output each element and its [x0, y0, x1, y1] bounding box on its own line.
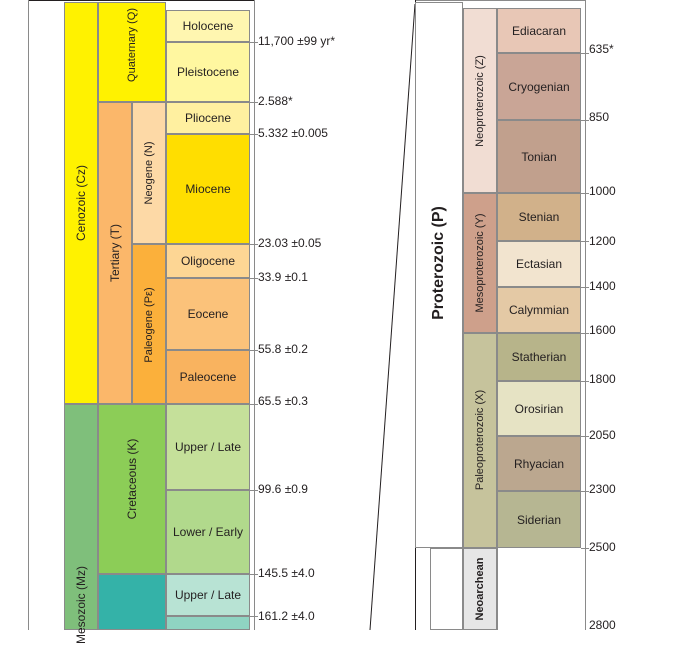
age-tick	[250, 574, 258, 575]
age-label: 1600	[589, 323, 616, 337]
era-mesoproterozoic	[463, 193, 497, 333]
subperiod-paleogene	[132, 244, 166, 404]
age-label: 99.6 ±0.9	[258, 482, 308, 496]
proterozoic-label: Proterozoic (P)	[430, 206, 447, 320]
epoch-paleocene: Paleocene	[166, 350, 250, 404]
age-tick	[250, 350, 258, 351]
period-tonian: Tonian	[497, 120, 581, 193]
age-label: 1000	[589, 184, 616, 198]
age-label: 635*	[589, 42, 614, 56]
age-tick	[581, 241, 589, 242]
epoch-eocene: Eocene	[166, 278, 250, 350]
left-border	[28, 0, 29, 630]
age-label: 2.588*	[258, 94, 293, 108]
period-tertiary	[98, 102, 132, 404]
period-ediacaran: Ediacaran	[497, 8, 581, 53]
left-header-line	[28, 0, 255, 1]
age-label: 2500	[589, 540, 616, 554]
age-label: 2800	[589, 618, 616, 632]
age-label: 23.03 ±0.05	[258, 236, 322, 250]
epoch-pleistocene: Pleistocene	[166, 42, 250, 102]
epoch-lower-early: Lower / Early	[166, 490, 250, 574]
era-mesozoic	[64, 404, 98, 630]
mesoproterozoic-label: Mesoproterozoic (Y)	[474, 213, 486, 313]
age-label: 161.2 ±4.0	[258, 609, 315, 623]
period-quaternary	[98, 2, 166, 102]
eon-archean	[430, 548, 463, 630]
eon-proterozoic	[415, 2, 463, 548]
age-tick	[250, 616, 258, 617]
epoch-oligocene: Oligocene	[166, 244, 250, 278]
period-stenian: Stenian	[497, 193, 581, 241]
age-tick	[581, 333, 589, 334]
age-label: 1200	[589, 234, 616, 248]
period-orosirian: Orosirian	[497, 381, 581, 436]
age-label: 145.5 ±4.0	[258, 566, 315, 580]
epoch-pliocene: Pliocene	[166, 102, 250, 134]
paleoproterozoic-label: Paleoproterozoic (X)	[474, 389, 486, 491]
age-label: 11,700 ±99 yr*	[258, 34, 336, 48]
subperiod-neogene	[132, 102, 166, 244]
age-label: 1400	[589, 279, 616, 293]
neoarchean-label: Neoarchean	[474, 557, 486, 621]
age-label: 1800	[589, 372, 616, 386]
epoch-holocene: Holocene	[166, 10, 250, 42]
age-tick	[581, 120, 589, 121]
age-label: 55.8 ±0.2	[258, 342, 308, 356]
era-cenozoic	[64, 2, 98, 404]
epoch-upper-late: Upper / Late	[166, 404, 250, 490]
age-tick	[581, 548, 589, 549]
right-header-line	[415, 0, 585, 1]
age-label: 850	[589, 110, 610, 124]
age-label: 5.332 ±0.005	[258, 126, 328, 140]
age-tick	[250, 42, 258, 43]
connector-line	[369, 3, 416, 630]
age-tick	[581, 436, 589, 437]
age-tick	[581, 193, 589, 194]
age-tick	[250, 134, 258, 135]
age-tick	[581, 287, 589, 288]
era-paleoproterozoic	[463, 333, 497, 548]
period-rhyacian: Rhyacian	[497, 436, 581, 491]
period-calymmian: Calymmian	[497, 287, 581, 333]
period-statherian: Statherian	[497, 333, 581, 381]
left-age-column-border	[254, 0, 255, 630]
age-label: 2300	[589, 482, 616, 496]
age-tick	[250, 102, 258, 103]
period-cryogenian: Cryogenian	[497, 53, 581, 120]
epoch-upper-late-jurassic: Upper / Late	[166, 574, 250, 616]
age-tick	[250, 244, 258, 245]
period-blank	[497, 548, 581, 630]
age-label: 33.9 ±0.1	[258, 270, 308, 284]
age-tick	[581, 491, 589, 492]
age-tick	[581, 53, 589, 54]
period-cretaceous	[98, 404, 166, 574]
age-tick	[250, 278, 258, 279]
neoproterozoic-label: Neoproterozoic (Z)	[474, 55, 486, 147]
age-label: 65.5 ±0.3	[258, 394, 308, 408]
era-neoproterozoic	[463, 8, 497, 193]
period-ectasian: Ectasian	[497, 241, 581, 287]
age-label: 2050	[589, 428, 616, 442]
age-tick	[581, 381, 589, 382]
epoch-miocene: Miocene	[166, 134, 250, 244]
age-tick	[250, 404, 258, 405]
period-siderian: Siderian	[497, 491, 581, 548]
age-tick	[250, 490, 258, 491]
right-age-column-border	[585, 0, 586, 630]
era-neoarchean	[463, 548, 497, 630]
